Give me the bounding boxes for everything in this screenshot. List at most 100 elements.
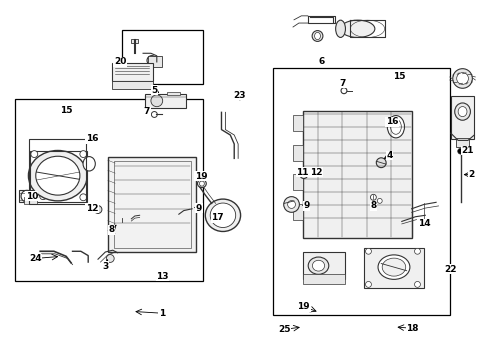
Text: 8: 8 — [370, 202, 376, 210]
Text: 16: 16 — [386, 117, 398, 126]
Text: 14: 14 — [417, 220, 430, 229]
Circle shape — [80, 194, 87, 201]
Bar — [122, 30, 203, 84]
Ellipse shape — [205, 199, 241, 231]
Bar — [145, 94, 186, 108]
Bar — [364, 248, 424, 288]
Circle shape — [457, 73, 468, 84]
Circle shape — [453, 69, 472, 88]
Circle shape — [21, 190, 33, 202]
Ellipse shape — [313, 260, 324, 271]
Circle shape — [80, 150, 87, 158]
Circle shape — [151, 95, 163, 107]
Text: 13: 13 — [156, 272, 169, 281]
Text: 11: 11 — [296, 168, 309, 177]
Bar — [29, 139, 86, 204]
Text: 15: 15 — [60, 107, 73, 116]
Text: 10: 10 — [25, 192, 38, 201]
Ellipse shape — [308, 257, 329, 274]
Bar — [30, 151, 87, 202]
Circle shape — [147, 55, 157, 66]
Ellipse shape — [378, 255, 410, 279]
Text: 19: 19 — [195, 172, 207, 181]
Circle shape — [40, 193, 47, 200]
Text: 22: 22 — [444, 265, 457, 274]
Ellipse shape — [199, 181, 204, 186]
Bar — [303, 252, 345, 279]
Ellipse shape — [458, 107, 467, 117]
Bar — [293, 174, 303, 190]
Bar — [293, 115, 303, 131]
Circle shape — [125, 220, 130, 225]
Bar — [131, 39, 138, 43]
Circle shape — [366, 248, 371, 254]
Text: 12: 12 — [310, 168, 322, 177]
Text: 21: 21 — [462, 146, 474, 155]
Text: 3: 3 — [102, 262, 108, 271]
Text: 9: 9 — [196, 204, 202, 212]
Circle shape — [288, 201, 295, 208]
Ellipse shape — [315, 32, 320, 40]
Ellipse shape — [36, 156, 80, 195]
Circle shape — [119, 217, 124, 223]
Text: 7: 7 — [340, 79, 346, 88]
Text: 12: 12 — [86, 204, 98, 212]
Bar — [112, 63, 153, 81]
Circle shape — [366, 282, 371, 287]
Circle shape — [315, 169, 320, 175]
Bar — [303, 111, 412, 238]
Circle shape — [106, 255, 114, 262]
Bar — [19, 190, 35, 202]
Bar — [273, 68, 450, 315]
Text: 25: 25 — [278, 325, 291, 334]
Bar — [451, 96, 474, 139]
Bar — [148, 56, 162, 67]
Ellipse shape — [210, 203, 236, 228]
Ellipse shape — [83, 157, 96, 171]
Circle shape — [94, 206, 102, 213]
Circle shape — [284, 197, 299, 212]
Text: 16: 16 — [86, 134, 98, 143]
Ellipse shape — [382, 258, 406, 276]
Circle shape — [300, 171, 308, 179]
Text: 24: 24 — [29, 254, 42, 263]
Text: 8: 8 — [109, 225, 115, 234]
Ellipse shape — [197, 180, 206, 188]
Circle shape — [151, 112, 157, 117]
Text: 20: 20 — [114, 58, 126, 67]
Text: 2: 2 — [468, 170, 474, 179]
Circle shape — [415, 248, 420, 254]
Circle shape — [31, 194, 38, 201]
Ellipse shape — [28, 150, 87, 201]
Bar — [293, 204, 303, 220]
Text: 17: 17 — [211, 213, 224, 222]
Bar — [15, 99, 203, 281]
Text: 6: 6 — [319, 57, 325, 66]
Bar — [456, 138, 469, 147]
Circle shape — [415, 282, 420, 287]
Bar — [293, 145, 303, 161]
Circle shape — [458, 148, 464, 154]
Circle shape — [377, 198, 382, 203]
Text: 23: 23 — [233, 91, 245, 100]
Text: 15: 15 — [393, 72, 406, 81]
Bar — [303, 274, 345, 284]
Bar — [114, 161, 191, 248]
Text: 5: 5 — [152, 86, 158, 95]
Text: 9: 9 — [303, 202, 310, 210]
Text: 18: 18 — [406, 324, 419, 333]
Circle shape — [341, 88, 347, 94]
Ellipse shape — [455, 103, 470, 120]
Ellipse shape — [387, 116, 404, 138]
Bar — [108, 157, 196, 252]
Circle shape — [184, 204, 194, 215]
Ellipse shape — [336, 20, 345, 37]
Bar — [176, 208, 194, 219]
Text: 7: 7 — [144, 107, 150, 116]
Bar — [167, 92, 180, 95]
Bar — [112, 81, 153, 89]
Ellipse shape — [312, 31, 323, 41]
Ellipse shape — [341, 20, 375, 37]
Bar — [24, 197, 37, 204]
Text: 19: 19 — [297, 302, 310, 311]
